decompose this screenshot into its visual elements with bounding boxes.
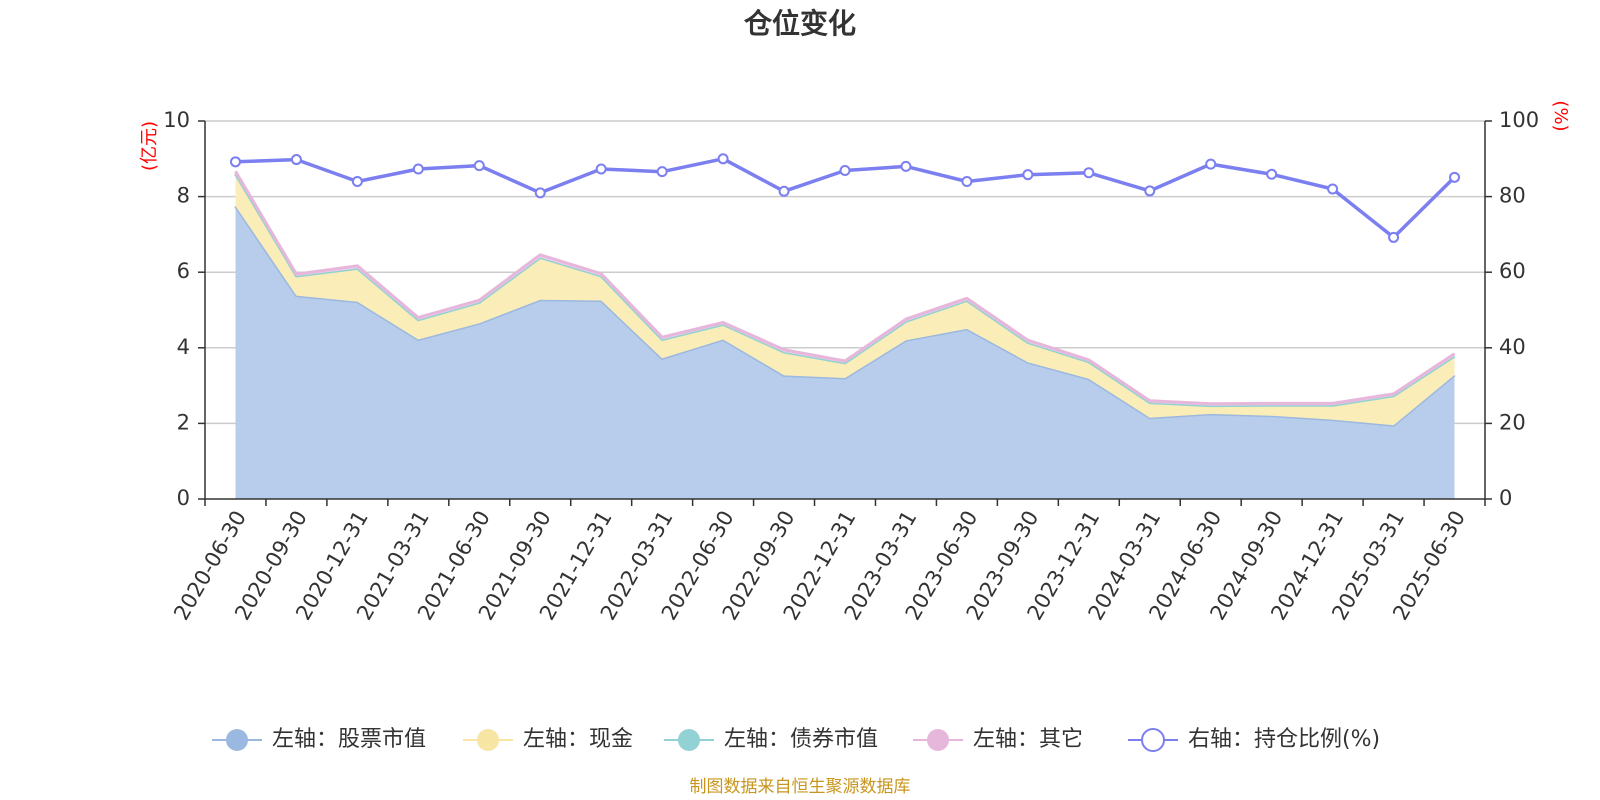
legend-label: 左轴：股票市值: [272, 727, 426, 752]
ratio-point: [1144, 185, 1156, 197]
right-axis-tick-label: 60: [1499, 259, 1526, 283]
legend: 左轴：股票市值 左轴：现金 左轴：债券市值 左轴：其它 右轴：持仓比例(%): [212, 727, 1380, 752]
ratio-point: [839, 165, 851, 177]
ratio-point: [1449, 171, 1461, 183]
legend-item: 左轴：其它: [913, 727, 1083, 752]
legend-item: 左轴：债券市值: [664, 727, 878, 752]
left-axis-tick-label: 4: [177, 335, 190, 359]
left-axis-unit: (亿元): [139, 121, 160, 171]
ratio-point: [290, 154, 302, 166]
legend-marker: [927, 729, 949, 751]
ratio-point: [717, 153, 729, 165]
left-axis-tick-label: 6: [177, 259, 190, 283]
chart-title: 仓位变化: [744, 7, 856, 40]
left-axis-tick-label: 0: [177, 486, 190, 510]
legend-label: 右轴：持仓比例(%): [1188, 727, 1380, 752]
ratio-point: [1327, 183, 1339, 195]
left-axis-tick-label: 8: [177, 184, 190, 208]
right-axis-tick-label: 80: [1499, 184, 1526, 208]
right-axis-tick-label: 100: [1499, 108, 1539, 132]
right-axis-tick-label: 20: [1499, 410, 1526, 434]
ratio-point: [900, 160, 912, 172]
left-axis-tick-label: 10: [163, 108, 190, 132]
stacked-areas: [234, 170, 1456, 499]
ratio-point: [778, 185, 790, 197]
ratio-point: [229, 156, 241, 168]
right-axis-tick-label: 0: [1499, 486, 1512, 510]
area-0: [235, 206, 1455, 499]
legend-marker: [477, 729, 499, 751]
ratio-point: [534, 187, 546, 199]
right-axis-unit: (%): [1550, 100, 1571, 131]
ratio-point: [412, 163, 424, 175]
legend-marker: [1141, 728, 1165, 752]
legend-marker: [226, 729, 248, 751]
legend-label: 左轴：债券市值: [724, 727, 878, 752]
right-axis-tick-label: 40: [1499, 335, 1526, 359]
ratio-point: [1266, 168, 1278, 180]
series-lines: [229, 153, 1461, 243]
legend-label: 左轴：现金: [523, 727, 633, 752]
legend-label: 左轴：其它: [973, 727, 1083, 752]
area-1: [235, 173, 1455, 426]
ratio-point: [1083, 167, 1095, 179]
legend-item: 右轴：持仓比例(%): [1128, 727, 1380, 752]
area-line-3: [234, 170, 1456, 406]
ratio-point: [595, 163, 607, 175]
ratio-point: [656, 166, 668, 178]
ratio-point: [1205, 158, 1217, 170]
legend-item: 左轴：现金: [463, 727, 633, 752]
legend-marker: [678, 729, 700, 751]
ratio-point: [473, 160, 485, 172]
left-axis-tick-label: 2: [177, 410, 190, 434]
ratio-point: [1388, 231, 1400, 243]
ratio-point: [961, 175, 973, 187]
data-source-note: 制图数据来自恒生聚源数据库: [690, 777, 911, 797]
ratio-point: [1022, 169, 1034, 181]
ratio-point: [351, 175, 363, 187]
legend-item: 左轴：股票市值: [212, 727, 426, 752]
